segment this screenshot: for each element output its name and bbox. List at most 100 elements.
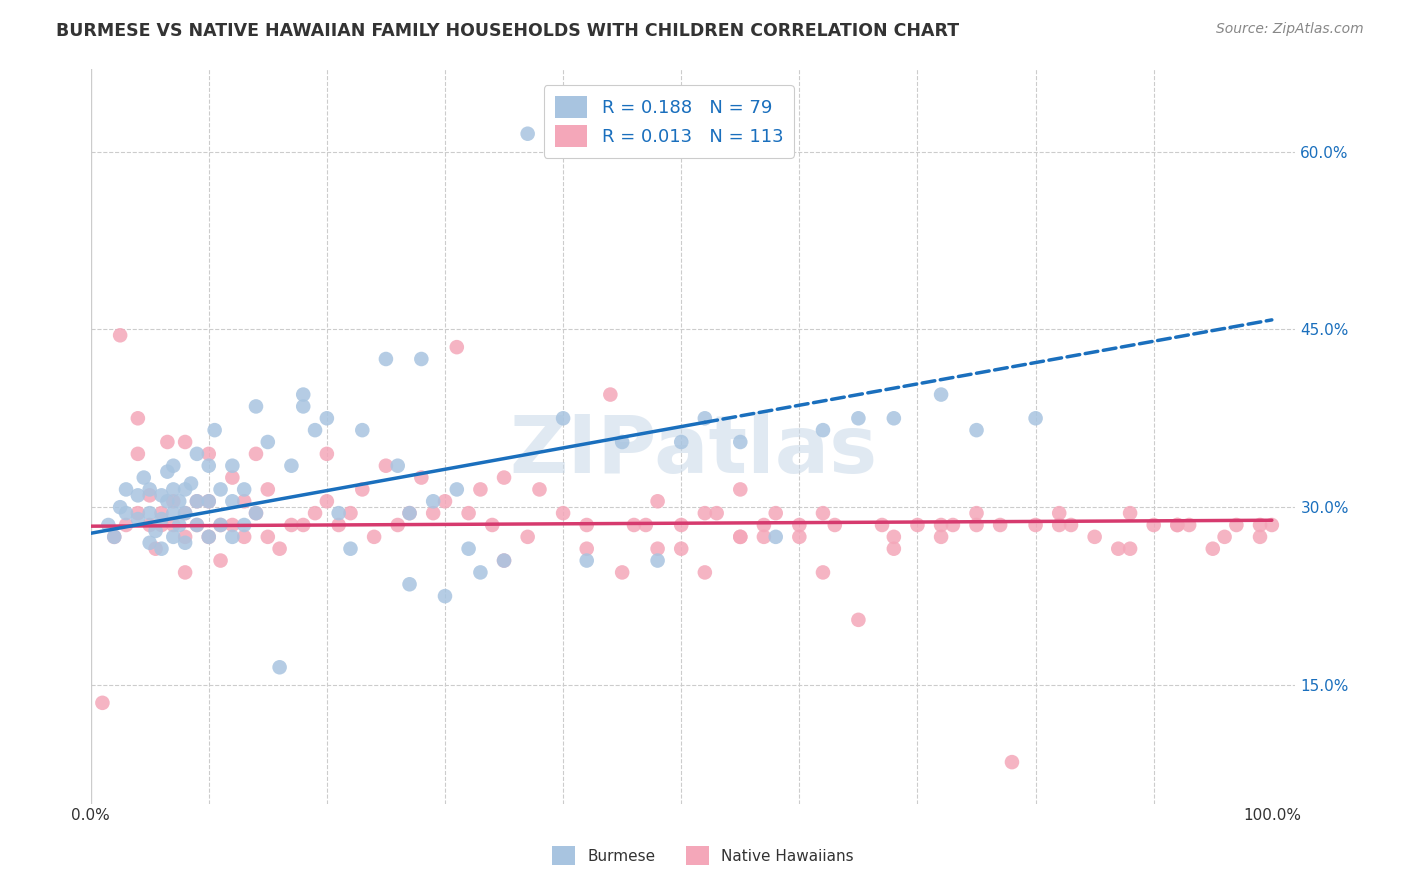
Point [156,465,179,479]
Point [398,506,420,520]
Point [433,589,456,603]
Point [127,506,149,520]
Point [1025,518,1047,533]
Point [197,447,219,461]
Point [197,530,219,544]
Point [221,470,243,484]
Point [870,518,893,533]
Point [1119,541,1142,556]
Point [634,518,657,533]
Point [929,530,952,544]
Point [1249,530,1271,544]
Point [186,494,208,508]
Point [693,566,716,580]
Point [150,512,173,526]
Point [1047,506,1070,520]
Point [883,530,905,544]
Point [551,411,574,425]
Point [1225,518,1247,533]
Point [174,530,197,544]
Point [883,541,905,556]
Point [269,541,291,556]
Point [138,535,160,549]
Point [138,488,160,502]
Point [612,435,634,450]
Point [883,411,905,425]
Point [115,483,138,497]
Point [339,541,361,556]
Point [551,506,574,520]
Point [256,483,278,497]
Point [647,541,669,556]
Point [1202,541,1225,556]
Point [167,494,190,508]
Point [706,506,728,520]
Point [387,458,409,473]
Point [162,506,184,520]
Point [647,494,669,508]
Point [446,483,468,497]
Point [481,518,503,533]
Point [221,458,243,473]
Point [1025,411,1047,425]
Point [315,494,337,508]
Text: ZIPatlas: ZIPatlas [509,412,877,490]
Point [127,447,149,461]
Point [446,340,468,354]
Point [516,127,538,141]
Point [233,530,256,544]
Point [156,435,179,450]
Point [824,518,846,533]
Point [108,500,131,515]
Point [422,494,444,508]
Point [197,530,219,544]
Point [352,423,374,437]
Point [245,400,267,414]
Point [1001,755,1024,769]
Point [374,351,396,366]
Point [363,530,385,544]
Point [97,518,120,533]
Point [209,518,232,533]
Point [811,423,834,437]
Point [162,530,184,544]
Point [1166,518,1188,533]
Point [292,387,315,401]
Point [103,530,125,544]
Point [150,518,173,533]
Point [127,411,149,425]
Point [197,458,219,473]
Point [156,494,179,508]
Point [599,387,621,401]
Point [1047,518,1070,533]
Point [209,553,232,567]
Point [575,553,598,567]
Point [1143,518,1166,533]
Point [848,411,870,425]
Point [174,483,197,497]
Point [457,541,479,556]
Point [575,518,598,533]
Point [150,541,173,556]
Point [339,506,361,520]
Point [492,470,515,484]
Point [328,506,350,520]
Point [328,518,350,533]
Text: Source: ZipAtlas.com: Source: ZipAtlas.com [1216,22,1364,37]
Point [280,458,302,473]
Point [752,530,775,544]
Point [929,387,952,401]
Point [1178,518,1201,533]
Point [174,535,197,549]
Point [245,447,267,461]
Point [671,541,693,556]
Point [108,328,131,343]
Point [174,506,197,520]
Point [966,423,988,437]
Point [457,506,479,520]
Point [352,483,374,497]
Point [315,447,337,461]
Point [138,483,160,497]
Point [789,530,811,544]
Point [280,518,302,533]
